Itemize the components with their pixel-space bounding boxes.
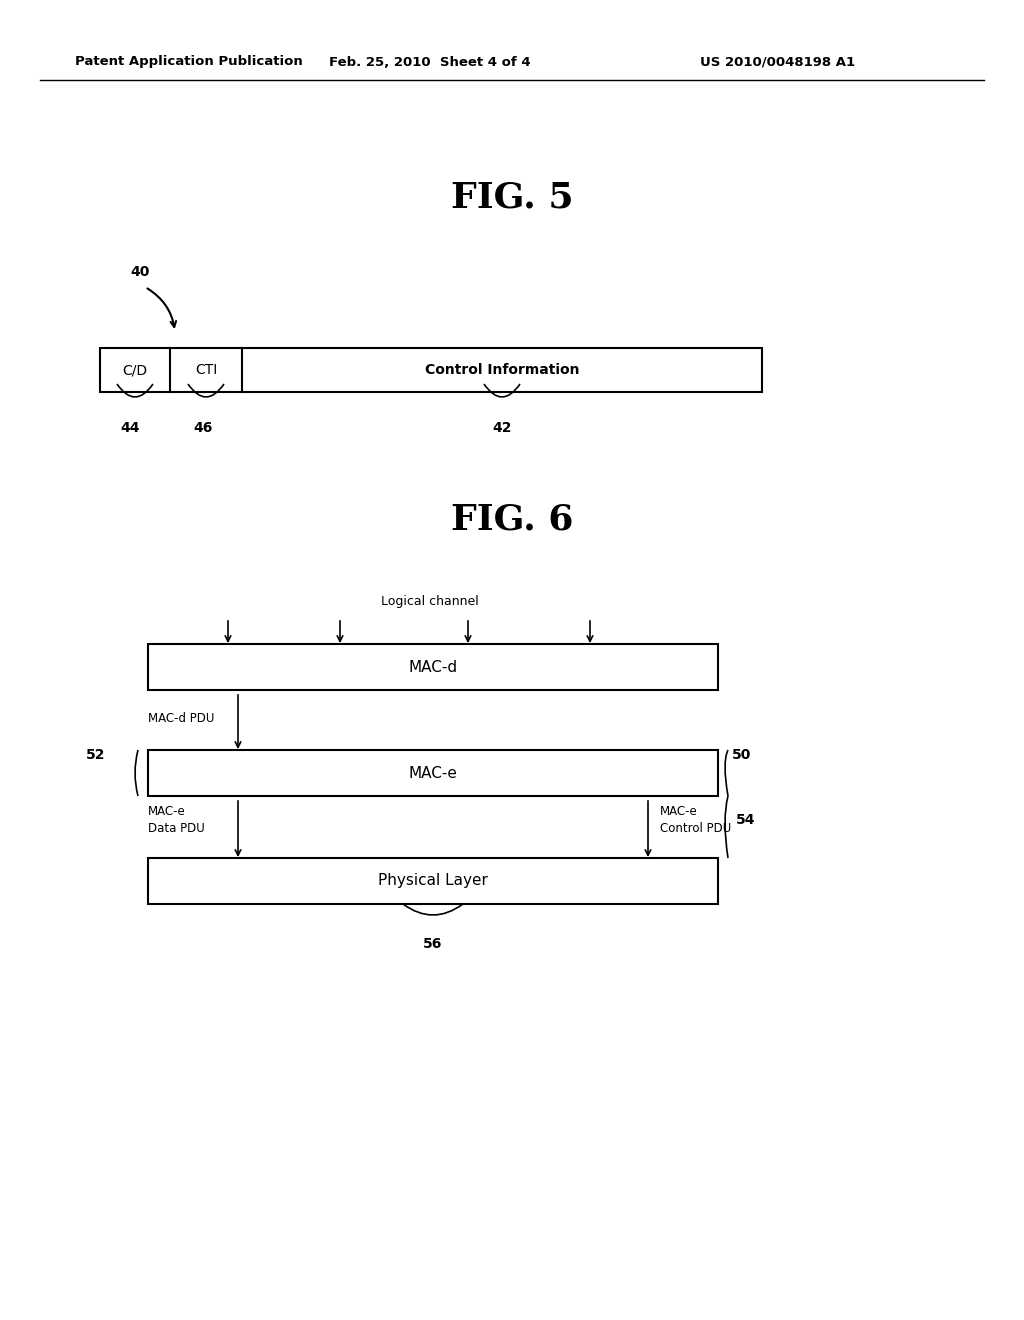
Text: CTI: CTI xyxy=(195,363,217,378)
Bar xyxy=(148,858,718,904)
Text: 52: 52 xyxy=(85,748,105,762)
Text: 50: 50 xyxy=(732,748,752,762)
Text: C/D: C/D xyxy=(123,363,147,378)
Bar xyxy=(100,348,762,392)
Text: MAC-d: MAC-d xyxy=(409,660,458,675)
Text: MAC-e: MAC-e xyxy=(409,766,458,780)
Text: 46: 46 xyxy=(194,421,213,436)
Text: Feb. 25, 2010  Sheet 4 of 4: Feb. 25, 2010 Sheet 4 of 4 xyxy=(329,55,530,69)
Text: Logical channel: Logical channel xyxy=(381,595,479,609)
Bar xyxy=(148,750,718,796)
Text: MAC-d PDU: MAC-d PDU xyxy=(148,711,214,725)
Text: 44: 44 xyxy=(120,421,139,436)
Text: FIG. 6: FIG. 6 xyxy=(451,503,573,537)
Text: Physical Layer: Physical Layer xyxy=(378,874,488,888)
Text: 42: 42 xyxy=(493,421,512,436)
Bar xyxy=(148,644,718,690)
Text: Control Information: Control Information xyxy=(425,363,580,378)
Text: 40: 40 xyxy=(130,265,150,279)
Text: 54: 54 xyxy=(736,813,756,828)
Text: Patent Application Publication: Patent Application Publication xyxy=(75,55,303,69)
Text: 56: 56 xyxy=(423,937,442,950)
Text: US 2010/0048198 A1: US 2010/0048198 A1 xyxy=(700,55,855,69)
Text: FIG. 5: FIG. 5 xyxy=(451,181,573,215)
Text: MAC-e
Data PDU: MAC-e Data PDU xyxy=(148,805,205,836)
Text: MAC-e
Control PDU: MAC-e Control PDU xyxy=(660,805,731,836)
